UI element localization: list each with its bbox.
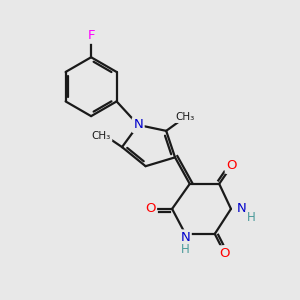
Text: N: N — [236, 202, 246, 215]
Text: O: O — [145, 202, 155, 215]
Text: N: N — [133, 118, 143, 131]
Text: N: N — [181, 231, 190, 244]
Text: F: F — [87, 29, 95, 42]
Text: H: H — [181, 243, 190, 256]
Text: O: O — [219, 247, 230, 260]
Text: CH₃: CH₃ — [176, 112, 195, 122]
Text: H: H — [247, 211, 255, 224]
Text: O: O — [226, 159, 237, 172]
Text: CH₃: CH₃ — [92, 131, 111, 141]
